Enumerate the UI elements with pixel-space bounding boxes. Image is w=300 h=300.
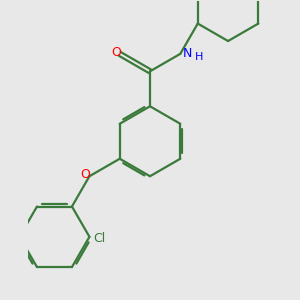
Text: N: N [183, 47, 193, 60]
Text: H: H [195, 52, 203, 61]
Text: Cl: Cl [93, 232, 105, 245]
Text: O: O [111, 46, 121, 59]
Text: O: O [80, 168, 90, 181]
